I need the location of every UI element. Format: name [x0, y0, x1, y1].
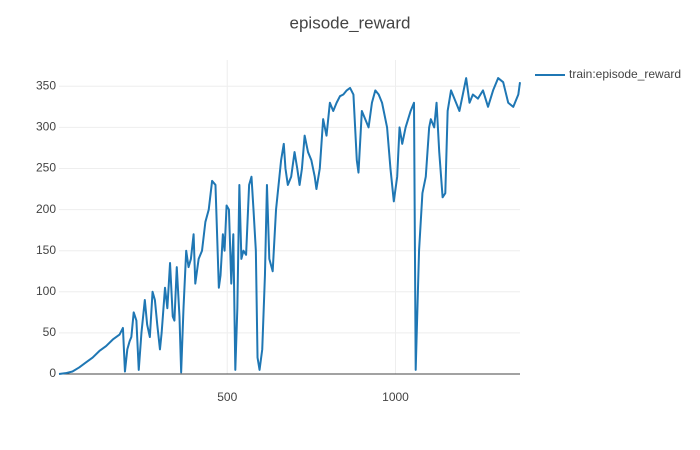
y-tick-label: 250: [36, 161, 56, 175]
x-tick-label: 1000: [382, 390, 409, 404]
legend-label: train:episode_reward: [569, 67, 681, 81]
y-tick-label: 300: [36, 120, 56, 134]
y-tick-label: 0: [49, 366, 56, 380]
y-tick-label: 200: [36, 202, 56, 216]
y-tick-label: 100: [36, 284, 56, 298]
x-tick-label: 500: [217, 390, 237, 404]
y-tick-label: 150: [36, 243, 56, 257]
y-tick-label: 50: [43, 325, 57, 339]
y-tick-label: 350: [36, 78, 56, 92]
series-line: [58, 77, 521, 375]
chart-title: episode_reward: [290, 13, 411, 32]
